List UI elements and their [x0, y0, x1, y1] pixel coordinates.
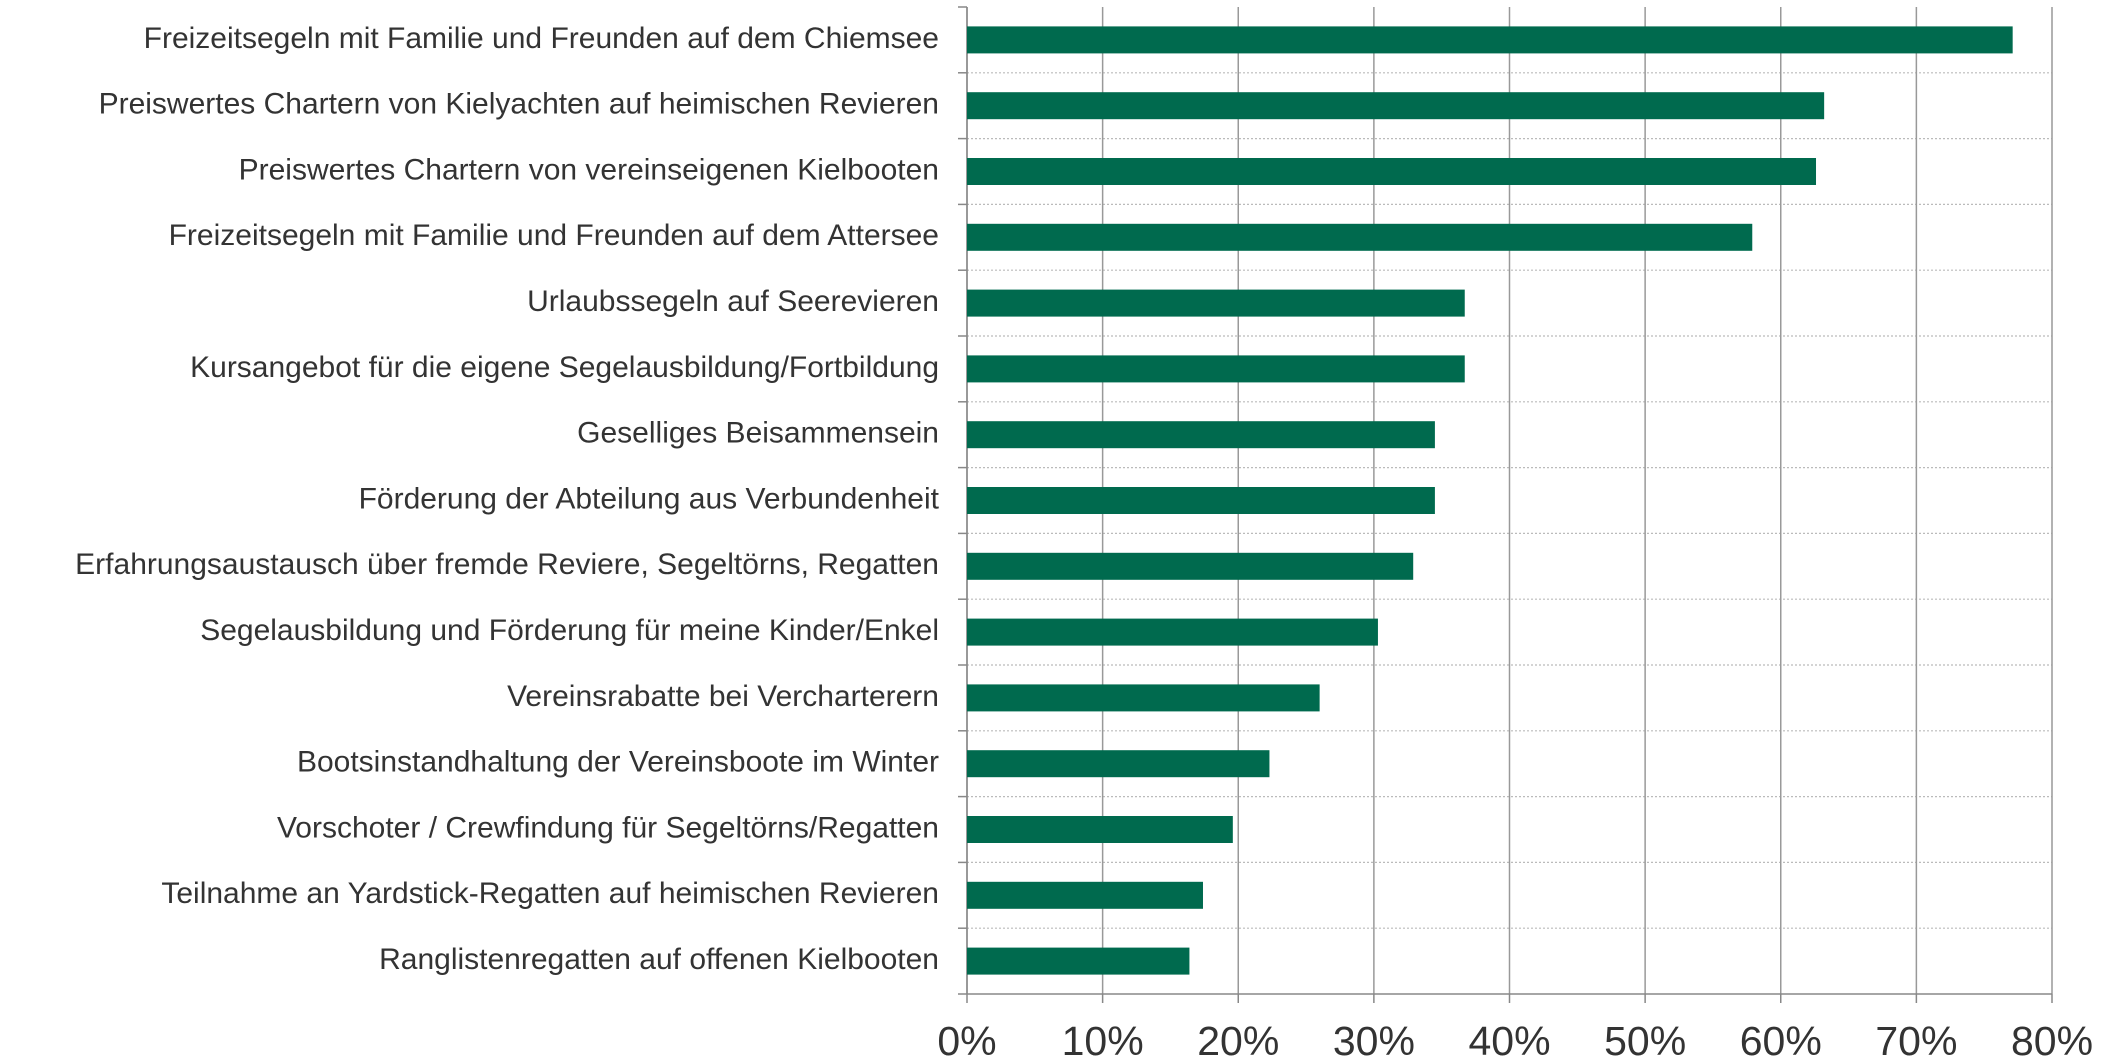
x-tick-label: 60%: [1740, 1018, 1822, 1059]
y-tick-label: Ranglistenregatten auf offenen Kielboote…: [379, 943, 939, 976]
bar: [967, 618, 1378, 646]
y-tick-label: Freizeitsegeln mit Familie und Freunden …: [144, 22, 939, 55]
x-tick-label: 50%: [1604, 1018, 1686, 1059]
x-tick-label: 70%: [1875, 1018, 1957, 1059]
bar: [967, 289, 1465, 317]
y-tick-label: Preiswertes Chartern von vereinseigenen …: [239, 153, 939, 186]
y-tick-label: Förderung der Abteilung aus Verbundenhei…: [359, 482, 940, 515]
bar: [967, 223, 1753, 251]
bar: [967, 881, 1203, 909]
bar: [967, 158, 1817, 185]
y-tick-label: Kursangebot für die eigene Segelausbildu…: [190, 351, 939, 384]
x-tick-label: 20%: [1197, 1018, 1279, 1059]
x-tick-label: 10%: [1062, 1018, 1144, 1059]
bar: [967, 684, 1320, 712]
bar: [967, 487, 1435, 514]
bar: [967, 816, 1233, 843]
bar: [967, 421, 1435, 449]
x-tick-label: 80%: [2011, 1018, 2093, 1059]
bar: [967, 552, 1414, 580]
y-tick-label: Urlaubssegeln auf Seerevieren: [527, 285, 939, 318]
x-tick-label: 30%: [1333, 1018, 1415, 1059]
bar: [967, 355, 1465, 383]
bar: [967, 947, 1190, 975]
y-tick-label: Vorschoter / Crewfindung für Segeltörns/…: [277, 811, 939, 844]
y-tick-label: Teilnahme an Yardstick-Regatten auf heim…: [161, 877, 939, 910]
y-tick-label: Vereinsrabatte bei Vercharterern: [507, 680, 939, 713]
y-tick-label: Geselliges Beisammensein: [577, 417, 939, 450]
y-tick-label: Erfahrungsaustausch über fremde Reviere,…: [75, 548, 939, 581]
y-tick-label: Bootsinstandhaltung der Vereinsboote im …: [297, 746, 939, 779]
x-tick-label: 0%: [937, 1018, 996, 1059]
bar: [967, 750, 1270, 778]
y-tick-label: Segelausbildung und Förderung für meine …: [200, 614, 939, 647]
y-tick-label: Freizeitsegeln mit Familie und Freunden …: [169, 219, 939, 252]
x-tick-label: 40%: [1468, 1018, 1550, 1059]
bar: [967, 26, 2013, 54]
y-tick-label: Preiswertes Chartern von Kielyachten auf…: [99, 88, 939, 121]
bar: [967, 92, 1825, 120]
